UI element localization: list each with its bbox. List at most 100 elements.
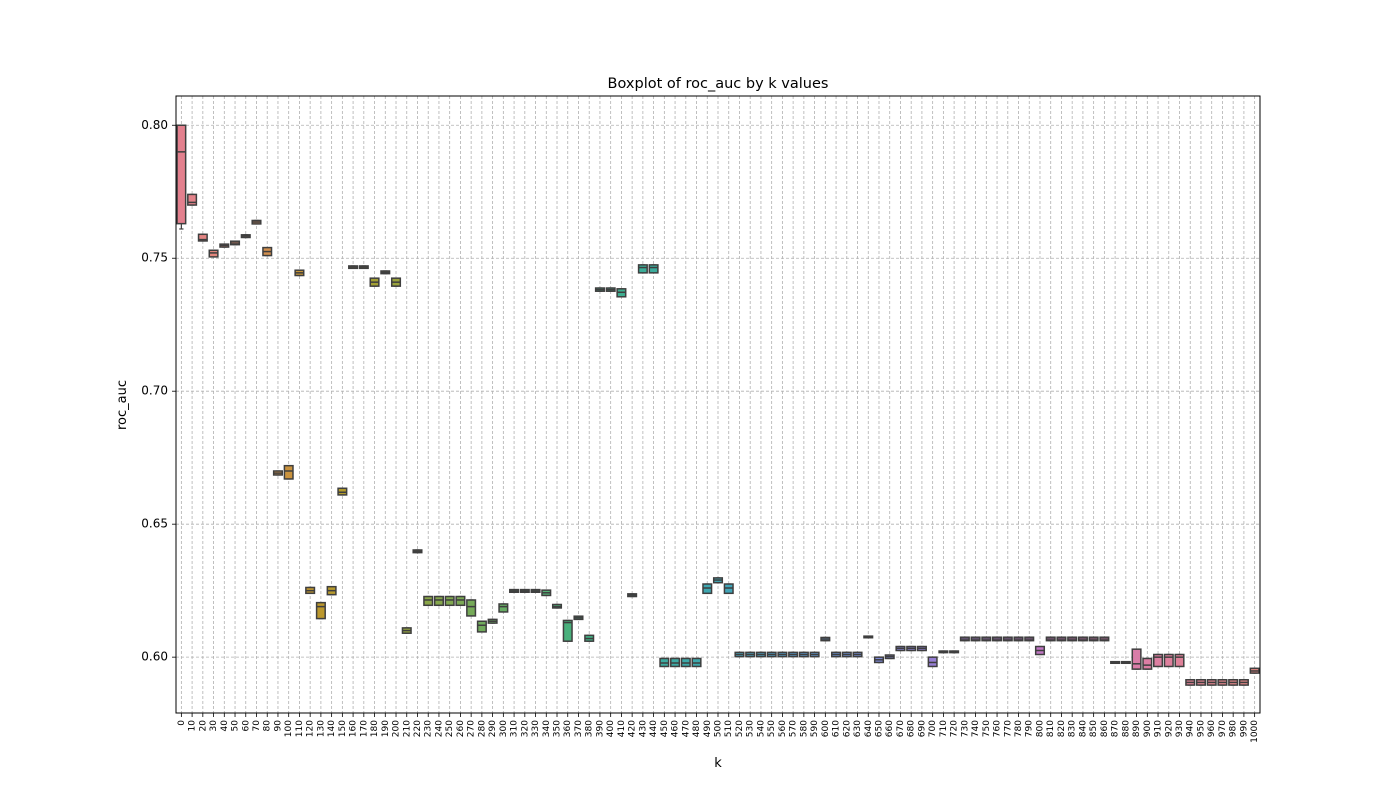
box-k-860 bbox=[1099, 636, 1110, 642]
box-k-350 bbox=[551, 603, 563, 609]
box-iqr bbox=[187, 193, 198, 206]
box-k-490 bbox=[702, 583, 713, 595]
x-tick-label: 110 bbox=[295, 720, 305, 737]
x-tick-label: 150 bbox=[338, 720, 348, 737]
x-tick-label: 450 bbox=[660, 720, 670, 737]
box-k-720 bbox=[949, 650, 960, 654]
box-k-440 bbox=[648, 264, 659, 274]
box-k-690 bbox=[916, 645, 927, 652]
x-tick-label: 190 bbox=[381, 720, 391, 737]
box-k-50 bbox=[229, 240, 241, 246]
x-tick-label: 240 bbox=[434, 720, 444, 737]
box-k-320 bbox=[519, 588, 530, 594]
box-k-940 bbox=[1185, 679, 1196, 686]
x-tick-label: 20 bbox=[198, 720, 208, 732]
box-iqr bbox=[433, 595, 444, 607]
box-k-980 bbox=[1228, 679, 1239, 686]
x-tick-label: 520 bbox=[735, 720, 745, 737]
x-tick-label: 890 bbox=[1132, 720, 1142, 737]
x-tick-label: 300 bbox=[499, 720, 509, 737]
box-k-170 bbox=[358, 265, 369, 270]
box-k-480 bbox=[691, 657, 702, 668]
box-k-270 bbox=[466, 599, 477, 617]
x-tick-label: 320 bbox=[520, 720, 530, 737]
x-tick-label: 130 bbox=[316, 720, 326, 737]
box-k-230 bbox=[423, 595, 434, 607]
x-tick-label: 90 bbox=[273, 720, 283, 732]
box-k-750 bbox=[981, 636, 992, 642]
box-iqr bbox=[1142, 657, 1153, 670]
box-k-290 bbox=[487, 618, 498, 624]
x-tick-label: 280 bbox=[477, 720, 487, 737]
x-tick-label: 960 bbox=[1207, 720, 1217, 737]
x-tick-label: 180 bbox=[370, 720, 380, 737]
x-tick-label: 420 bbox=[628, 720, 638, 737]
box-k-1000 bbox=[1249, 667, 1260, 674]
x-tick-label: 820 bbox=[1057, 720, 1067, 737]
box-iqr bbox=[648, 264, 659, 274]
box-k-120 bbox=[305, 586, 316, 595]
box-k-520 bbox=[734, 651, 745, 658]
x-tick-label: 850 bbox=[1089, 720, 1099, 737]
box-iqr bbox=[637, 264, 648, 274]
x-tick-label: 610 bbox=[832, 720, 842, 737]
y-tick-label: 0.80 bbox=[141, 118, 168, 132]
box-k-550 bbox=[766, 651, 777, 658]
x-tick-label: 30 bbox=[209, 720, 219, 732]
x-tick-label: 410 bbox=[617, 720, 627, 737]
box-k-600 bbox=[820, 636, 831, 642]
box-k-470 bbox=[680, 657, 691, 668]
x-tick-label: 290 bbox=[488, 720, 498, 737]
box-k-160 bbox=[348, 265, 359, 270]
box-iqr bbox=[476, 620, 487, 633]
box-iqr bbox=[498, 603, 509, 613]
box-k-430 bbox=[637, 264, 648, 274]
box-k-90 bbox=[272, 470, 284, 476]
box-k-150 bbox=[337, 487, 348, 496]
x-tick-label: 980 bbox=[1229, 720, 1239, 737]
box-k-400 bbox=[605, 287, 616, 292]
x-tick-label: 900 bbox=[1143, 720, 1153, 737]
x-tick-label: 590 bbox=[810, 720, 820, 737]
x-tick-label: 10 bbox=[188, 720, 198, 732]
y-tick-label: 0.60 bbox=[141, 650, 168, 664]
x-tick-label: 620 bbox=[842, 720, 852, 737]
x-tick-label: 740 bbox=[971, 720, 981, 737]
box-k-540 bbox=[755, 651, 766, 658]
y-tick-label: 0.75 bbox=[141, 251, 168, 265]
box-k-950 bbox=[1195, 679, 1207, 686]
x-tick-label: 80 bbox=[263, 720, 273, 732]
x-tick-label: 1000 bbox=[1250, 720, 1260, 743]
box-k-280 bbox=[476, 620, 487, 633]
box-k-510 bbox=[723, 583, 734, 595]
x-tick-label: 510 bbox=[724, 720, 734, 737]
box-k-130 bbox=[315, 601, 326, 620]
x-tick-label: 210 bbox=[402, 720, 412, 737]
x-tick-label: 930 bbox=[1175, 720, 1185, 737]
box-k-670 bbox=[895, 645, 906, 652]
box-layer bbox=[176, 124, 1260, 686]
box-k-680 bbox=[906, 645, 917, 652]
x-tick-label: 0 bbox=[177, 720, 187, 726]
box-k-190 bbox=[380, 270, 391, 275]
box-k-700 bbox=[927, 656, 938, 668]
box-k-660 bbox=[884, 654, 895, 660]
x-tick-label: 840 bbox=[1078, 720, 1088, 737]
x-tick-label: 760 bbox=[993, 720, 1003, 737]
x-tick-label: 700 bbox=[928, 720, 938, 737]
x-tick-label: 470 bbox=[681, 720, 691, 737]
box-iqr bbox=[197, 233, 208, 242]
x-tick-label: 170 bbox=[359, 720, 369, 737]
box-k-930 bbox=[1174, 653, 1185, 668]
x-tick-label: 710 bbox=[939, 720, 949, 737]
x-tick-label: 500 bbox=[714, 720, 724, 737]
box-k-730 bbox=[959, 636, 970, 642]
box-k-650 bbox=[873, 656, 885, 664]
box-k-780 bbox=[1013, 636, 1024, 642]
box-k-410 bbox=[616, 288, 627, 298]
box-k-760 bbox=[992, 636, 1003, 642]
chart-title: Boxplot of roc_auc by k values bbox=[608, 76, 829, 92]
x-tick-label: 990 bbox=[1239, 720, 1249, 737]
x-tick-label: 910 bbox=[1154, 720, 1164, 737]
y-axis: 0.60 0.65 0.70 0.75 0.80 bbox=[141, 118, 176, 664]
